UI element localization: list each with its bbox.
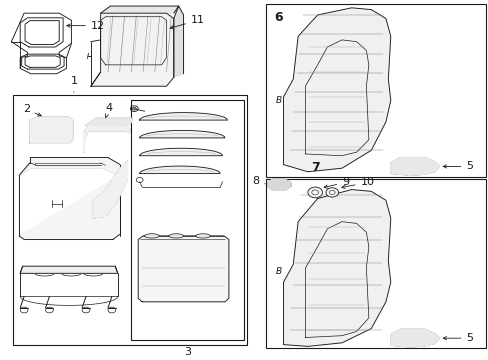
Text: 5: 5: [442, 333, 472, 343]
Text: 2: 2: [22, 104, 41, 116]
Circle shape: [325, 188, 338, 197]
Ellipse shape: [144, 234, 159, 238]
Polygon shape: [30, 117, 73, 143]
Polygon shape: [83, 125, 130, 152]
Polygon shape: [19, 157, 120, 239]
Polygon shape: [390, 157, 439, 175]
Polygon shape: [173, 6, 183, 77]
Text: 10: 10: [341, 177, 374, 188]
Text: B: B: [276, 96, 282, 105]
Bar: [266, 179, 485, 348]
Ellipse shape: [195, 234, 210, 238]
Polygon shape: [140, 166, 220, 174]
Bar: [13, 95, 246, 345]
Polygon shape: [267, 179, 290, 190]
Polygon shape: [138, 236, 228, 302]
Text: 11: 11: [170, 15, 204, 29]
Polygon shape: [283, 8, 390, 172]
Polygon shape: [140, 148, 222, 156]
Polygon shape: [140, 130, 224, 138]
Text: 4: 4: [105, 103, 112, 118]
Text: 5: 5: [442, 161, 472, 171]
Text: B: B: [276, 267, 282, 276]
Bar: [266, 4, 485, 177]
Bar: [131, 100, 244, 340]
Text: 3: 3: [184, 347, 191, 357]
Polygon shape: [91, 13, 173, 86]
Text: 1: 1: [70, 76, 77, 93]
Text: 12: 12: [67, 21, 105, 31]
Polygon shape: [101, 6, 178, 13]
Polygon shape: [93, 161, 127, 218]
Polygon shape: [19, 163, 115, 175]
Text: 9: 9: [324, 177, 348, 188]
Text: 6: 6: [273, 12, 282, 24]
Polygon shape: [140, 113, 227, 120]
Circle shape: [132, 107, 136, 110]
Ellipse shape: [168, 234, 183, 238]
Polygon shape: [86, 118, 132, 125]
Text: 7: 7: [310, 161, 319, 174]
Text: 8: 8: [251, 176, 264, 186]
Polygon shape: [390, 329, 439, 347]
Circle shape: [307, 187, 322, 198]
Polygon shape: [20, 266, 118, 273]
Polygon shape: [283, 190, 390, 346]
